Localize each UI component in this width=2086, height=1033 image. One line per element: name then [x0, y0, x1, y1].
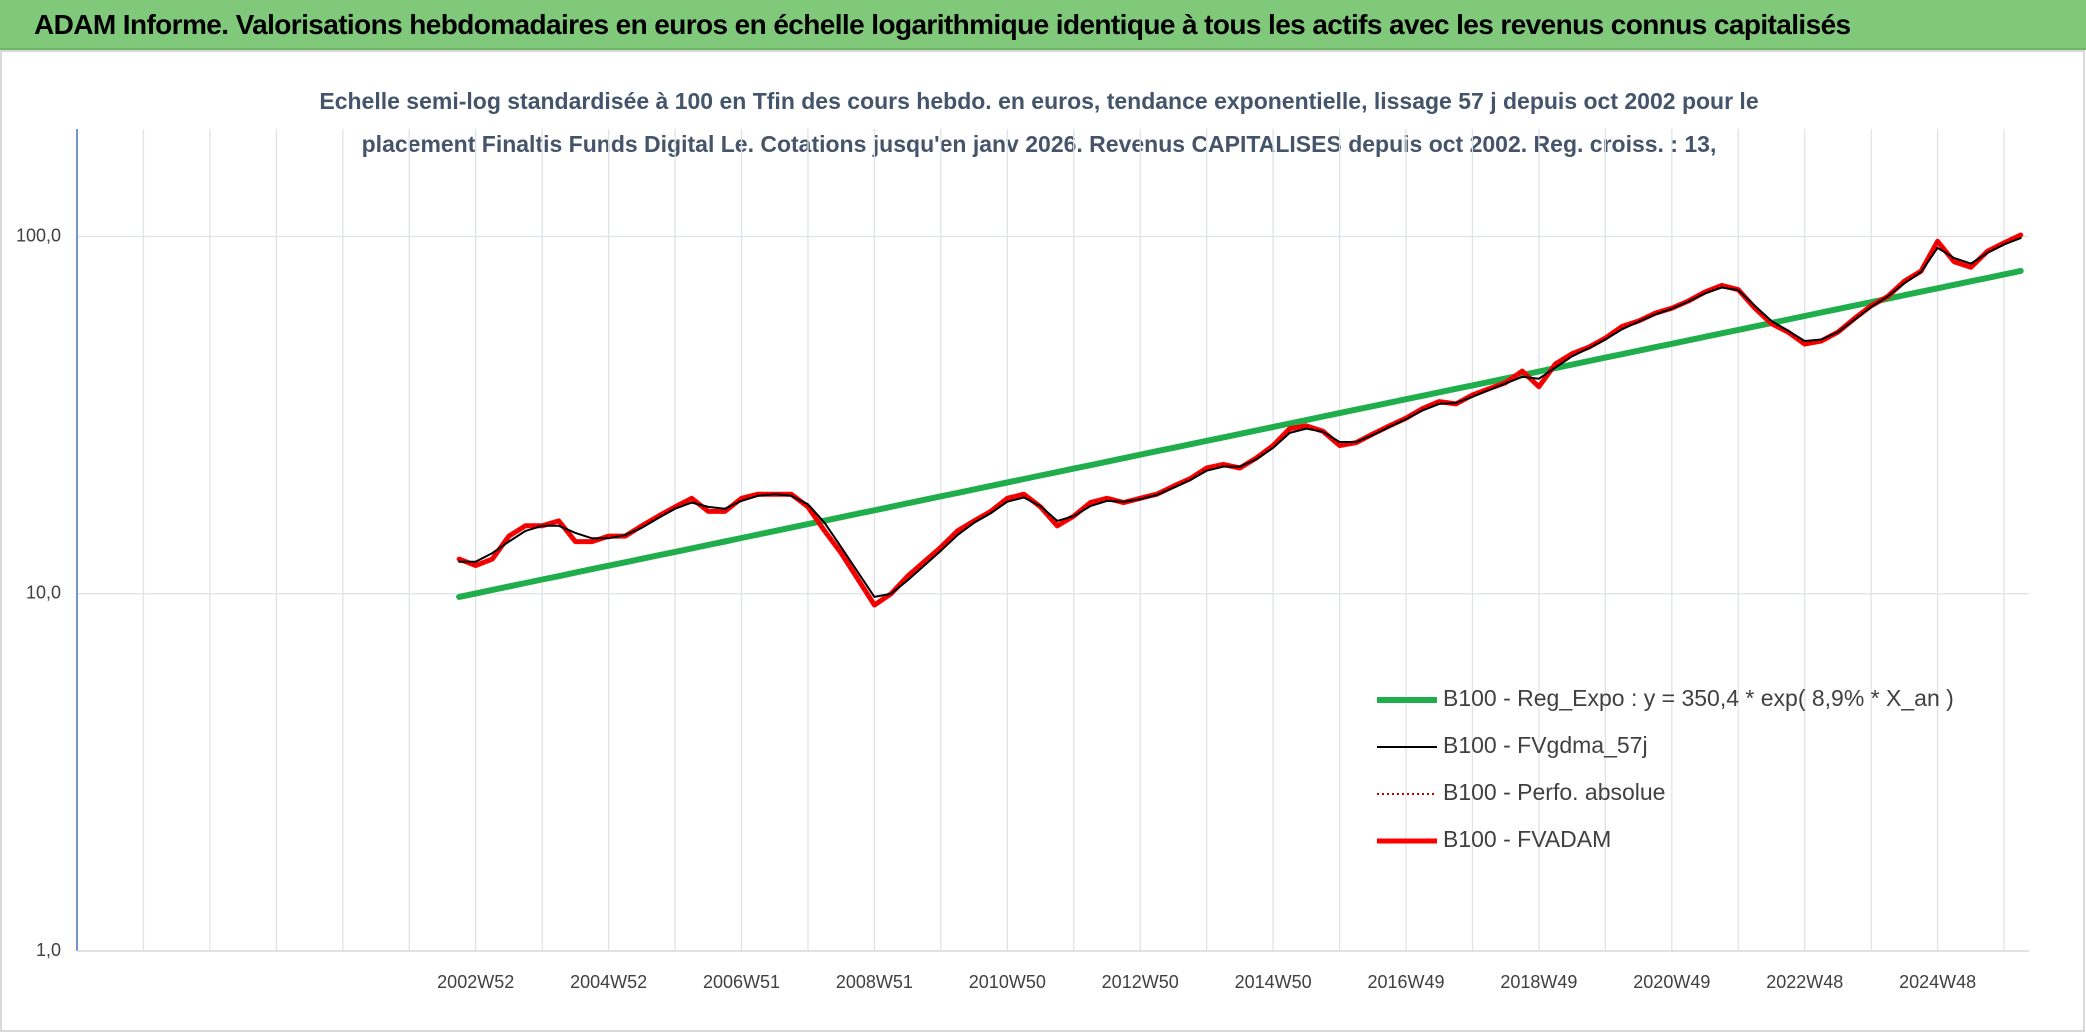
x-tick-label: 2004W52 — [570, 972, 647, 992]
chart-subtitle: placement Finaltis Funds Digital Le. Cot… — [362, 131, 1717, 157]
x-tick-label: 2008W51 — [836, 972, 913, 992]
x-tick-label: 2012W50 — [1102, 972, 1179, 992]
y-tick-label: 10,0 — [26, 583, 61, 603]
x-tick-label: 2002W52 — [437, 972, 514, 992]
series-line — [458, 237, 2022, 598]
legend-label: B100 - Perfo. absolue — [1443, 779, 1665, 805]
series-line — [458, 234, 2022, 606]
x-tick-label: 2014W50 — [1235, 972, 1312, 992]
x-tick-label: 2016W49 — [1367, 972, 1444, 992]
y-tick-label: 1,0 — [36, 940, 61, 960]
x-tick-label: 2024W48 — [1899, 972, 1976, 992]
series-line — [456, 267, 2024, 600]
legend-label: B100 - Reg_Expo : y = 350,4 * exp( 8,9% … — [1443, 685, 1954, 711]
x-tick-label: 2022W48 — [1766, 972, 1843, 992]
chart-frame — [0, 50, 2085, 1032]
header: ADAM Informe. Valorisations hebdomadaire… — [0, 0, 2086, 50]
legend-label: B100 - FVADAM — [1443, 826, 1611, 852]
page-title: ADAM Informe. Valorisations hebdomadaire… — [34, 9, 1851, 40]
x-tick-label: 2006W51 — [703, 972, 780, 992]
chart-subtitle: Echelle semi-log standardisée à 100 en T… — [319, 88, 1758, 114]
x-tick-label: 2018W49 — [1500, 972, 1577, 992]
chart: Echelle semi-log standardisée à 100 en T… — [0, 50, 2085, 1032]
y-tick-label: 100,0 — [16, 225, 61, 245]
x-tick-label: 2020W49 — [1633, 972, 1710, 992]
legend-label: B100 - FVgdma_57j — [1443, 732, 1648, 758]
x-tick-label: 2010W50 — [969, 972, 1046, 992]
